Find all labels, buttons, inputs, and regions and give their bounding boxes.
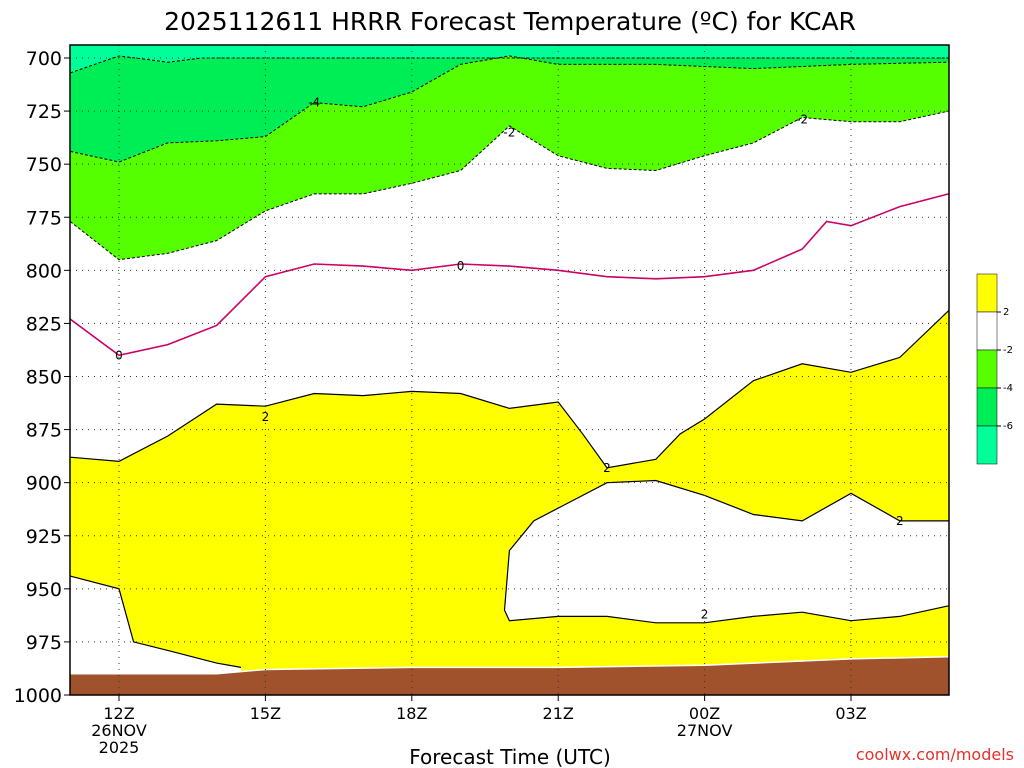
- contour-two-lower: [503, 479, 949, 624]
- x-axis-label: Forecast Time (UTC): [409, 745, 611, 768]
- y-tick-label: 700: [26, 48, 62, 70]
- contour-neg6: [70, 55, 949, 74]
- y-tick-label: 775: [26, 207, 62, 229]
- colorbar: 2 -2 -4 -6: [976, 273, 1013, 465]
- contour-label: 2: [603, 461, 611, 475]
- fill-white-pocket: [504, 480, 949, 623]
- contour-label: -2: [503, 125, 515, 139]
- y-tick-label: 950: [26, 579, 62, 601]
- colorbar-segment: [976, 311, 998, 351]
- y-tick-label: 975: [26, 632, 62, 654]
- colorbar-label: -4: [1003, 383, 1013, 394]
- x-tick-label: 18Z: [396, 704, 427, 723]
- contour-label: -4: [308, 96, 320, 110]
- x-tick-label: 27NOV: [677, 721, 733, 740]
- contour-label: -2: [796, 113, 808, 127]
- colorbar-segment: [976, 387, 998, 427]
- x-tick-label: 26NOV: [91, 721, 147, 740]
- x-tick-label: 21Z: [543, 704, 574, 723]
- contour-zero: [70, 193, 949, 357]
- fill-below-neg6: [70, 45, 949, 73]
- chart-title: 2025112611 HRRR Forecast Temperature (ºC…: [164, 7, 856, 36]
- plot-area: 700 725 750 775 800 825 850 875 900 925 950 975 1000…: [14, 44, 950, 757]
- contour-label: 0: [457, 259, 465, 273]
- colorbar-label: 2: [1003, 307, 1009, 318]
- y-tick-label: 925: [26, 526, 62, 548]
- contour-label: 0: [115, 348, 123, 362]
- y-tick-label: 900: [26, 473, 62, 495]
- ground-edge: [70, 656, 949, 675]
- y-tick-label: 725: [26, 101, 62, 123]
- x-tick-label: 15Z: [250, 704, 281, 723]
- contour-two-lower-left: [70, 575, 242, 668]
- contour-label: 2: [701, 607, 709, 621]
- fill-ground: [70, 656, 949, 695]
- plot-fills: [70, 45, 949, 695]
- fill-neg6-neg4: [70, 55, 949, 162]
- contour-neg4: [70, 55, 949, 163]
- colorbar-segment: [976, 425, 998, 465]
- colorbar-label: -2: [1003, 345, 1013, 356]
- fill-white-lower-left: [70, 576, 241, 695]
- x-tick-label: 03Z: [835, 704, 866, 723]
- fill-neg4-neg2: [70, 55, 949, 260]
- x-tick-label: 00Z: [689, 704, 720, 723]
- y-tick-label: 750: [26, 154, 62, 176]
- y-tick-label: 825: [26, 313, 62, 335]
- y-tick-label: 1000: [14, 685, 62, 707]
- x-tick-label: 12Z: [103, 704, 134, 723]
- plot-frame: [69, 44, 950, 696]
- y-tick-label: 800: [26, 260, 62, 282]
- credit-text: coolwx.com/models: [856, 745, 1014, 764]
- colorbar-segment: [976, 273, 998, 313]
- colorbar-label: -6: [1003, 421, 1013, 432]
- y-tick-label: 850: [26, 367, 62, 389]
- colorbar-segment: [976, 349, 998, 389]
- y-tick-label: 875: [26, 420, 62, 442]
- contour-label: 2: [262, 410, 270, 424]
- contour-label: 2: [896, 514, 904, 528]
- contour-two-upper: [70, 310, 949, 469]
- x-tick-label: 2025: [99, 738, 140, 757]
- contour-neg2: [70, 110, 949, 261]
